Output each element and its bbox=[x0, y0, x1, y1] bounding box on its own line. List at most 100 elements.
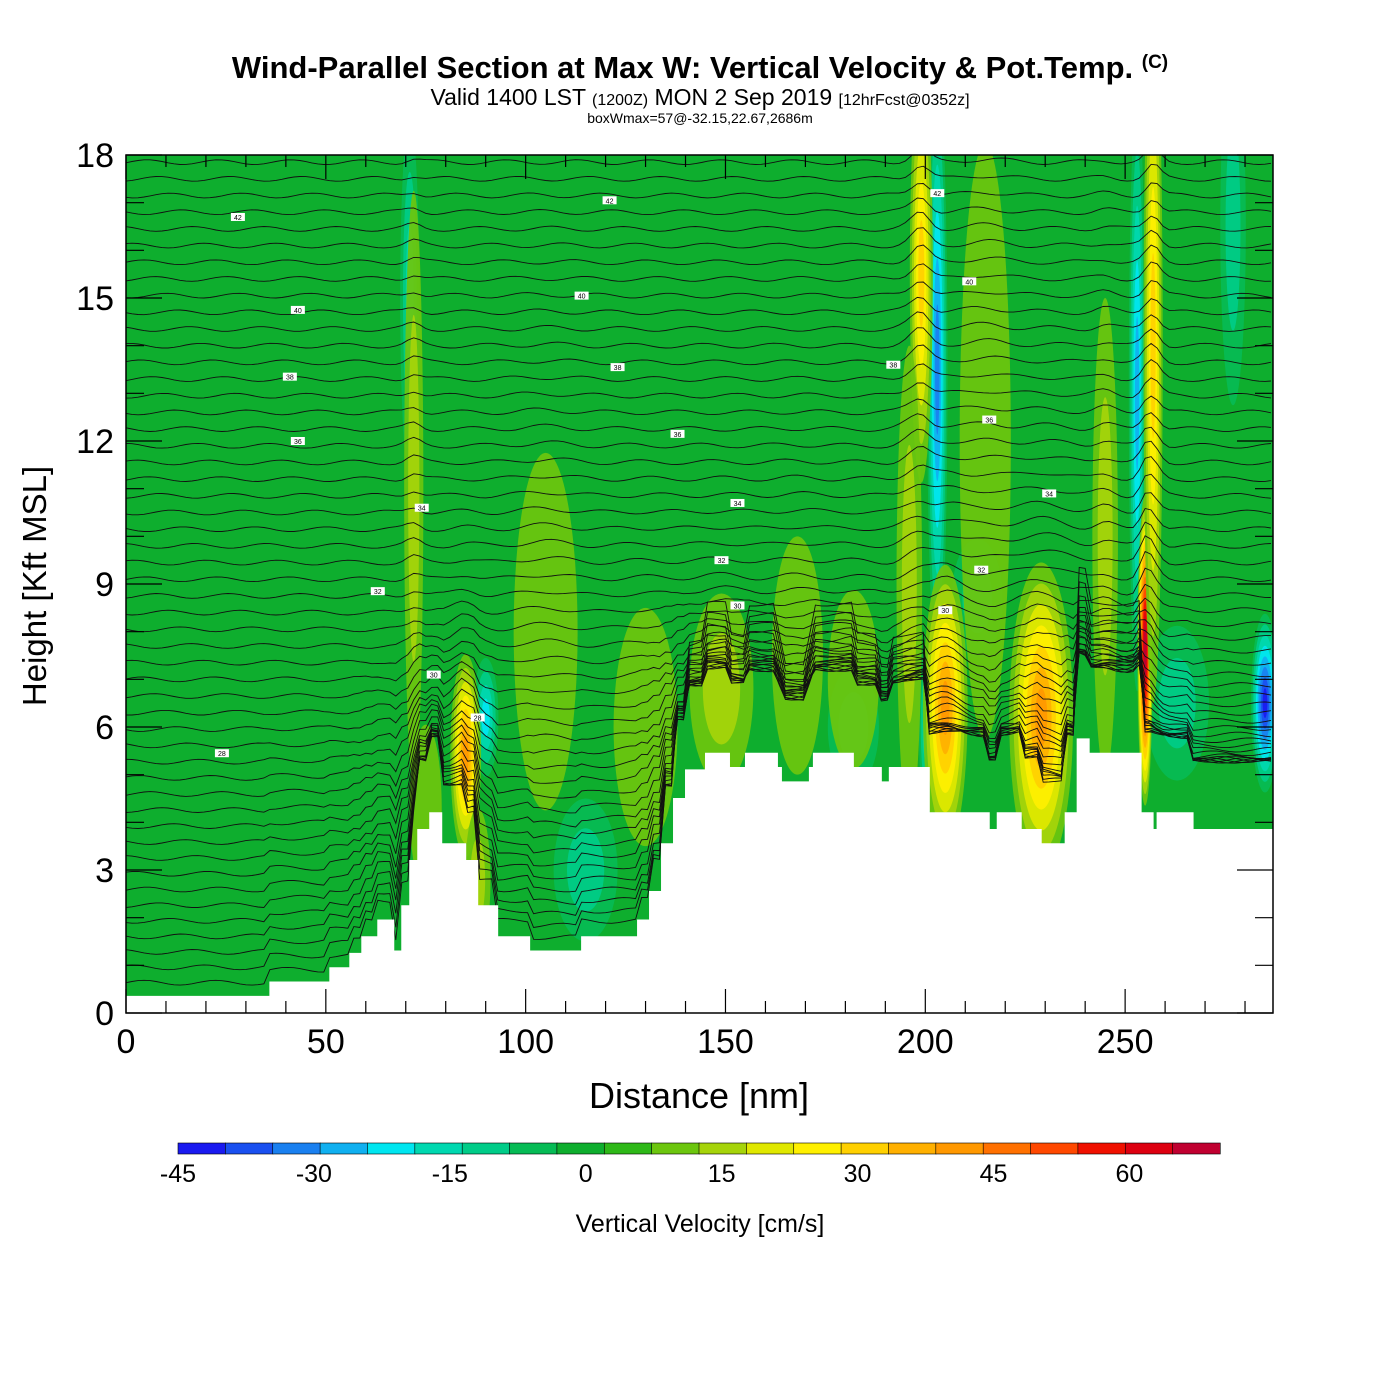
svg-text:40: 40 bbox=[965, 279, 973, 286]
colorbar-swatch bbox=[982, 1142, 1032, 1155]
colorbar-tick-label: 30 bbox=[844, 1160, 872, 1188]
theta-label: 36 bbox=[670, 429, 685, 439]
colorbar-swatch bbox=[177, 1142, 226, 1155]
updraft-cell-4 bbox=[922, 564, 968, 851]
theta-label: 28 bbox=[214, 749, 229, 758]
theta-label: 38 bbox=[886, 360, 901, 370]
colorbar-tick-label: -15 bbox=[432, 1160, 468, 1188]
svg-text:42: 42 bbox=[234, 215, 242, 222]
theta-label: 40 bbox=[962, 277, 977, 286]
isentrope bbox=[126, 163, 1272, 182]
isentrope bbox=[126, 280, 1272, 299]
colorbar-swatch bbox=[603, 1142, 653, 1155]
svg-text:32: 32 bbox=[977, 568, 985, 575]
svg-text:28: 28 bbox=[218, 751, 226, 758]
updraft-cell-13 bbox=[404, 190, 424, 787]
colorbar-tick-label: 45 bbox=[980, 1160, 1008, 1188]
x-tick-label: 0 bbox=[117, 1023, 136, 1061]
y-tick-label: 6 bbox=[95, 709, 114, 747]
colorbar-swatch bbox=[461, 1142, 511, 1155]
theta-label: 28 bbox=[470, 713, 485, 722]
isentrope bbox=[126, 395, 1272, 416]
colorbar-swatch bbox=[367, 1142, 416, 1155]
isentrope bbox=[126, 550, 1272, 583]
theta-label: 34 bbox=[414, 503, 429, 513]
isentrope bbox=[126, 244, 1272, 266]
isentrope bbox=[126, 567, 1272, 599]
isentrope bbox=[126, 377, 1272, 399]
isentrope bbox=[126, 296, 1272, 316]
theta-label: 40 bbox=[290, 305, 305, 315]
isentrope bbox=[126, 643, 1272, 716]
colorbar-swatch bbox=[556, 1142, 605, 1155]
colorbar-swatch bbox=[319, 1142, 369, 1155]
isentrope bbox=[126, 507, 1272, 533]
updraft-cell-11 bbox=[771, 536, 823, 775]
svg-text:30: 30 bbox=[941, 608, 949, 615]
colorbar-swatch bbox=[414, 1142, 463, 1155]
theta-label: 42 bbox=[602, 196, 617, 205]
colorbar-swatch bbox=[840, 1142, 890, 1155]
theta-label: 38 bbox=[282, 372, 297, 382]
theta-label: 30 bbox=[426, 670, 441, 680]
updraft-cell-10 bbox=[959, 155, 1011, 739]
svg-text:34: 34 bbox=[734, 501, 742, 508]
colorbar-label: Vertical Velocity [cm/s] bbox=[576, 1210, 825, 1238]
isentrope bbox=[126, 211, 1272, 232]
isentrope bbox=[126, 412, 1272, 432]
theta-label: 36 bbox=[290, 437, 305, 446]
isentrope bbox=[126, 359, 1272, 382]
colorbar-tick-label: -45 bbox=[160, 1160, 196, 1188]
svg-text:40: 40 bbox=[294, 308, 302, 315]
theta-label: 36 bbox=[982, 415, 997, 425]
isentrope bbox=[126, 261, 1272, 282]
isentrope bbox=[126, 634, 1272, 877]
isentrope bbox=[126, 130, 1271, 147]
isentrope bbox=[126, 652, 1272, 749]
svg-text:42: 42 bbox=[606, 198, 614, 205]
x-tick-label: 250 bbox=[1097, 1023, 1154, 1061]
svg-text:36: 36 bbox=[294, 439, 302, 446]
isentrope bbox=[126, 342, 1272, 366]
svg-text:30: 30 bbox=[430, 673, 438, 680]
theta-label: 32 bbox=[974, 565, 989, 575]
svg-text:42: 42 bbox=[933, 191, 941, 198]
isentrope bbox=[126, 649, 1272, 732]
colorbar-swatch bbox=[1077, 1142, 1126, 1155]
velocity-field: 42 42 42 40 40 40 38 38 38 36 36 36 34 34 34 32 32 32 30 30… bbox=[126, 130, 1273, 1013]
x-tick-label: 150 bbox=[697, 1023, 754, 1061]
terrain-mask bbox=[126, 738, 1273, 1013]
theta-label: 30 bbox=[730, 601, 745, 610]
isentrope bbox=[126, 566, 1272, 986]
isentrope bbox=[126, 581, 1272, 971]
svg-text:38: 38 bbox=[286, 375, 294, 382]
isentrope bbox=[126, 227, 1272, 249]
isentrope bbox=[126, 642, 1272, 861]
svg-text:38: 38 bbox=[889, 363, 897, 370]
x-axis: 0 50 100 150 200 250 bbox=[117, 155, 1246, 1061]
theta-label: 38 bbox=[610, 363, 625, 372]
isentrope bbox=[126, 619, 1272, 666]
isentrope bbox=[126, 636, 1272, 699]
colorbar: -45 -30 -15 0 15 30 45 60 bbox=[160, 1142, 1221, 1188]
isentrope bbox=[126, 627, 1272, 683]
colorbar-swatch bbox=[272, 1142, 321, 1155]
svg-text:30: 30 bbox=[734, 603, 742, 610]
x-tick-label: 50 bbox=[307, 1023, 345, 1061]
svg-text:28: 28 bbox=[474, 715, 482, 722]
isentrope bbox=[126, 614, 1272, 924]
colorbar-tick-label: 0 bbox=[579, 1160, 593, 1188]
downdraft-cell-2 bbox=[1250, 613, 1273, 793]
theta-label: 34 bbox=[1042, 489, 1057, 498]
theta-labels: 42 42 42 40 40 40 38 38 38 36 36 36 34 34 34 32 32 32 30 30… bbox=[214, 189, 1057, 758]
theta-label: 42 bbox=[230, 212, 245, 222]
downdraft-cell-9 bbox=[1220, 155, 1246, 406]
colorbar-swatch bbox=[1172, 1142, 1221, 1155]
updraft-cell-14 bbox=[513, 452, 578, 811]
colorbar-tick-label: 60 bbox=[1115, 1160, 1143, 1188]
isentrope bbox=[126, 621, 1272, 908]
updraft-cell-9 bbox=[896, 345, 923, 823]
downdraft-cell-5 bbox=[553, 798, 618, 942]
